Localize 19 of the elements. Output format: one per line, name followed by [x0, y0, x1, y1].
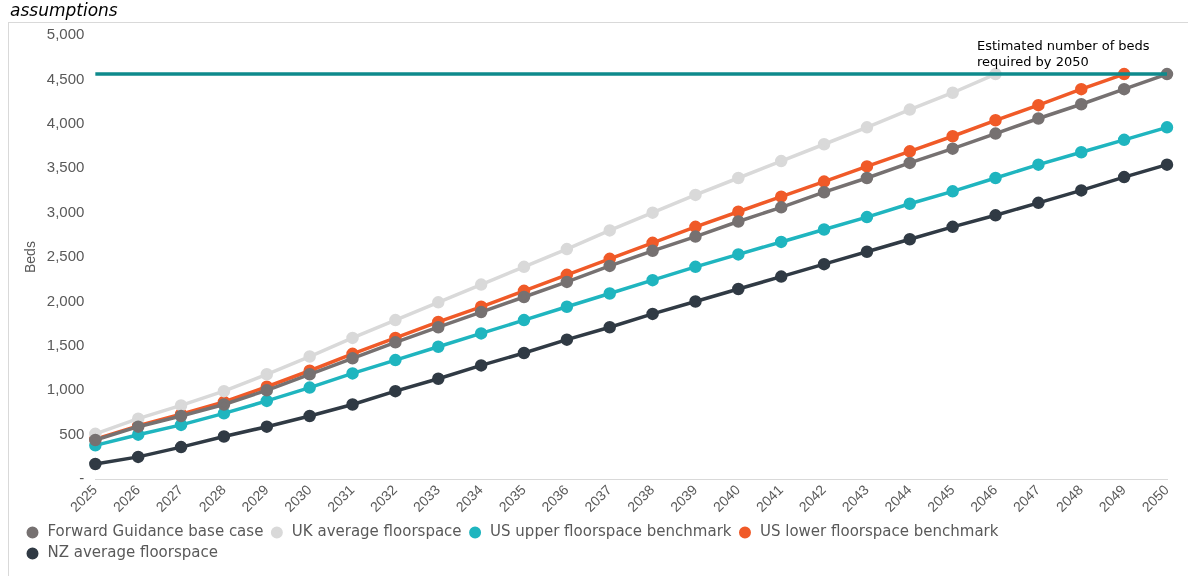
legend-label: UK average floorspace — [291, 522, 462, 541]
y-tick-label: 4,500 — [46, 69, 85, 87]
y-tick-label: 2,500 — [46, 247, 85, 265]
chart-title: assumptions — [10, 0, 118, 20]
legend-label: Forward Guidance base case — [47, 522, 264, 541]
y-tick-label: 4,000 — [46, 113, 85, 131]
y-axis-title: Beds — [22, 241, 39, 274]
y-tick-label: 5,000 — [46, 25, 85, 43]
y-tick-label: 1,000 — [46, 380, 85, 398]
y-tick-label: 3,000 — [46, 202, 85, 220]
y-tick-label: 2,000 — [46, 291, 85, 309]
legend-label: US upper floorspace benchmark — [490, 522, 732, 541]
y-tick-label: 1,500 — [46, 336, 85, 354]
y-tick-label: 3,500 — [46, 158, 85, 176]
ref-line-label: Estimated number of beds required by 2050 — [977, 38, 1150, 70]
legend-label: US lower floorspace benchmark — [759, 522, 999, 541]
y-tick-label: - — [79, 469, 85, 487]
y-tick-label: 500 — [59, 424, 85, 442]
legend-label: NZ average floorspace — [47, 543, 218, 562]
